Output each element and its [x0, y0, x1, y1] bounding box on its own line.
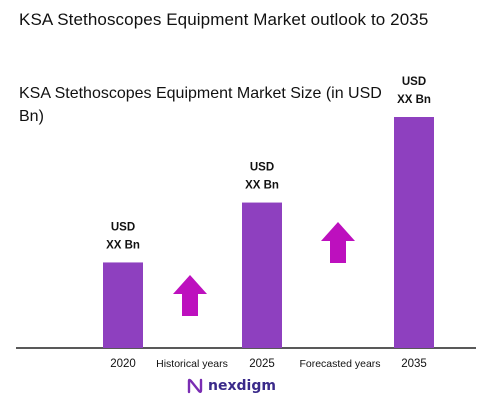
x-tick-2020: 2020 — [110, 358, 136, 370]
data-label-2035-1: XX Bn — [397, 94, 431, 106]
growth-arrow-icon-0 — [173, 275, 207, 316]
data-label-2025-1: XX Bn — [245, 180, 279, 192]
period-label-1: Forecasted years — [299, 358, 380, 370]
logo-text: nexdigm — [208, 378, 276, 394]
period-label-0: Historical years — [156, 358, 228, 370]
data-label-2020-0: USD — [111, 221, 135, 233]
nexdigm-logo: nexdigm — [186, 377, 276, 397]
x-tick-2025: 2025 — [249, 358, 275, 370]
bar-2035 — [394, 117, 434, 348]
data-label-2035-0: USD — [402, 76, 426, 88]
data-label-2020-1: XX Bn — [106, 239, 140, 251]
growth-arrow-icon-1 — [321, 222, 355, 263]
chart-title: KSA Stethoscopes Equipment Market outloo… — [19, 10, 429, 29]
bar-2025 — [242, 202, 282, 348]
data-label-2025-0: USD — [250, 162, 274, 174]
chart-subtitle: KSA Stethoscopes Equipment Market Size (… — [19, 85, 382, 125]
x-tick-2035: 2035 — [401, 358, 427, 370]
nexdigm-logo-icon — [187, 378, 203, 394]
bar-2020 — [103, 262, 143, 348]
